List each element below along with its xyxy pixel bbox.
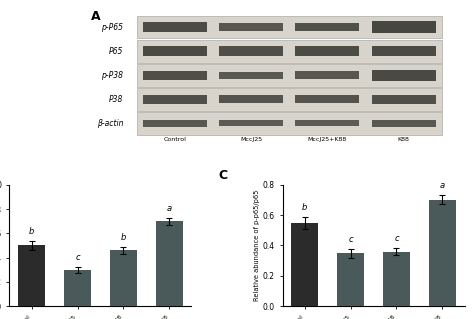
Text: β-actin: β-actin [97, 119, 123, 128]
Text: K88: K88 [398, 137, 410, 142]
Bar [295, 95, 359, 103]
Text: c: c [394, 234, 399, 243]
Text: c: c [75, 253, 80, 262]
Bar [337, 253, 365, 306]
Bar [137, 40, 442, 63]
Bar [372, 95, 436, 104]
Bar [219, 23, 283, 31]
Bar [219, 95, 283, 103]
Bar [143, 22, 207, 32]
Text: A: A [91, 11, 101, 23]
Text: C: C [219, 169, 228, 182]
Text: b: b [121, 233, 126, 242]
Bar [219, 47, 283, 56]
Bar [295, 71, 359, 79]
Bar [64, 270, 91, 306]
Text: MccJ25: MccJ25 [240, 137, 262, 142]
Bar [143, 46, 207, 56]
Text: P65: P65 [109, 47, 123, 56]
Bar [155, 221, 183, 306]
Bar [137, 112, 442, 135]
Bar [291, 223, 319, 306]
Bar [295, 120, 359, 126]
Text: MccJ25+K88: MccJ25+K88 [308, 137, 347, 142]
Text: a: a [440, 182, 445, 190]
Bar [137, 64, 442, 86]
Bar [372, 120, 436, 127]
Bar [219, 72, 283, 79]
Bar [372, 21, 436, 33]
Bar [18, 246, 46, 306]
Bar [383, 252, 410, 306]
Text: p-P38: p-P38 [101, 71, 123, 80]
Bar [137, 88, 442, 111]
Bar [143, 120, 207, 127]
Text: P38: P38 [109, 95, 123, 104]
Bar [295, 23, 359, 32]
Text: c: c [348, 235, 353, 244]
Text: a: a [167, 204, 172, 213]
Bar [143, 70, 207, 80]
Bar [295, 46, 359, 56]
Bar [428, 200, 456, 306]
Bar [143, 95, 207, 104]
Bar [109, 250, 137, 306]
Text: Control: Control [164, 137, 186, 142]
Bar [219, 120, 283, 126]
Bar [372, 46, 436, 56]
Text: p-P65: p-P65 [101, 23, 123, 32]
Bar [137, 16, 442, 39]
Text: b: b [302, 203, 307, 212]
Y-axis label: Relative abundance of p-p65/p65: Relative abundance of p-p65/p65 [254, 190, 260, 301]
Text: b: b [29, 227, 34, 236]
Bar [372, 70, 436, 80]
